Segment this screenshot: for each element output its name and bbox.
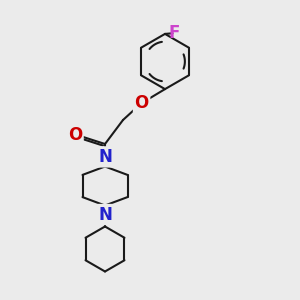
- Text: O: O: [134, 94, 149, 112]
- Text: F: F: [169, 24, 180, 42]
- Text: N: N: [98, 206, 112, 224]
- Text: N: N: [98, 148, 112, 166]
- Text: O: O: [68, 126, 82, 144]
